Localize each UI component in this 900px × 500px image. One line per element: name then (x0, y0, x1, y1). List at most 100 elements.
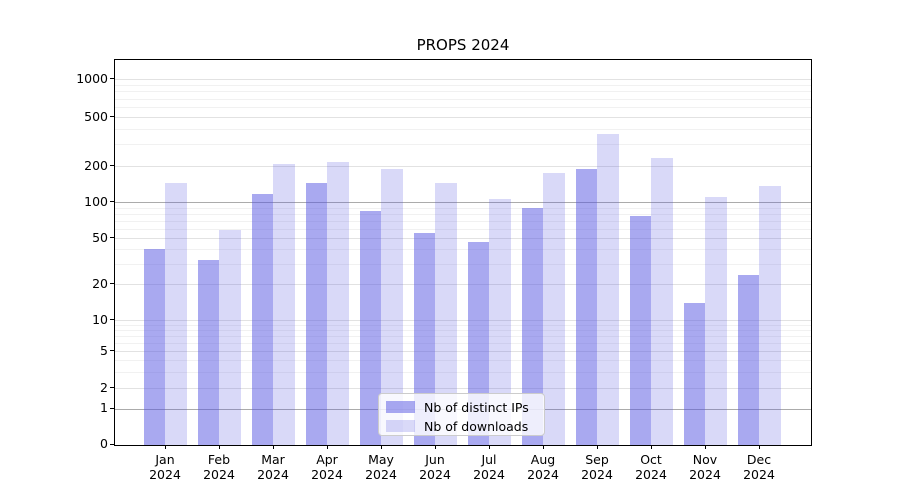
bar-distinct-ips-jan (143, 249, 165, 445)
gridline-y-50 (115, 238, 811, 239)
gridline-minor-y-400 (115, 128, 811, 130)
x-tick-jul (488, 445, 490, 449)
bar-downloads-dec (759, 186, 781, 445)
y-tick-1000 (110, 78, 114, 79)
y-tick-1 (110, 407, 114, 409)
y-tick-label-500: 500 (84, 108, 108, 124)
y-tick-label-10: 10 (92, 311, 108, 327)
y-tick-label-1000: 1000 (76, 70, 108, 86)
bar-downloads-mar (273, 163, 295, 445)
bar-downloads-aug (543, 173, 565, 445)
bar-downloads-jun (435, 183, 457, 445)
y-tick-label-200: 200 (84, 157, 108, 173)
x-tick-dec (758, 445, 760, 449)
legend-swatch-distinct-ips-icon (386, 401, 415, 413)
y-tick-200 (110, 165, 114, 166)
gridline-y-200 (115, 166, 811, 167)
y-tick-label-1: 1 (100, 400, 108, 415)
gridline-minor-y-800 (115, 91, 811, 93)
x-tick-label-dec: Dec 2024 (743, 452, 775, 482)
gridline-minor-y-40 (115, 249, 811, 251)
x-tick-jan (164, 445, 166, 449)
y-tick-10 (110, 319, 114, 320)
gridline-y-1000 (115, 79, 811, 80)
gridline-minor-y-900 (115, 84, 811, 86)
x-tick-label-aug: Aug 2024 (527, 452, 559, 482)
x-tick-sep (596, 445, 598, 449)
x-tick-label-jun: Jun 2024 (419, 452, 451, 482)
gridline-minor-y-300 (115, 144, 811, 146)
bar-downloads-oct (651, 158, 673, 445)
bar-distinct-ips-aug (521, 207, 543, 445)
legend: Nb of distinct IPs Nb of downloads (378, 393, 545, 436)
y-tick-20 (110, 283, 114, 284)
x-tick-label-jan: Jan 2024 (149, 452, 181, 482)
x-tick-aug (542, 445, 544, 449)
bar-downloads-jul (489, 198, 511, 445)
bar-distinct-ips-apr (305, 183, 327, 445)
chart-title: PROPS 2024 (416, 36, 510, 54)
x-tick-label-apr: Apr 2024 (311, 452, 343, 482)
y-tick-label-2: 2 (100, 379, 108, 395)
gridline-y-100 (115, 202, 811, 203)
bar-downloads-sep (597, 133, 619, 445)
gridline-y-2 (115, 388, 811, 389)
y-tick-0 (110, 443, 114, 445)
gridline-minor-y-700 (115, 98, 811, 100)
bar-distinct-ips-oct (629, 216, 651, 445)
gridline-minor-y-9 (115, 324, 811, 326)
legend-item-distinct-ips: Nb of distinct IPs (386, 399, 544, 415)
bar-downloads-jan (165, 182, 187, 445)
x-tick-label-oct: Oct 2024 (635, 452, 667, 482)
y-tick-50 (110, 237, 114, 238)
x-tick-label-jul: Jul 2024 (473, 452, 505, 482)
gridline-y-10 (115, 320, 811, 321)
gridline-minor-y-6 (115, 342, 811, 344)
bar-downloads-feb (219, 230, 241, 445)
x-tick-nov (704, 445, 706, 449)
x-tick-jun (434, 445, 436, 449)
x-tick-label-mar: Mar 2024 (257, 452, 289, 482)
gridline-minor-y-70 (115, 220, 811, 222)
x-tick-mar (272, 445, 274, 449)
gridline-y-20 (115, 284, 811, 285)
y-tick-label-0: 0 (100, 436, 108, 451)
bar-downloads-nov (705, 197, 727, 445)
legend-swatch-downloads-icon (386, 420, 415, 432)
y-tick-500 (110, 116, 114, 117)
gridline-y-500 (115, 117, 811, 118)
gridline-minor-y-8 (115, 330, 811, 331)
gridline-minor-y-90 (115, 207, 811, 209)
y-tick-label-50: 50 (92, 229, 108, 245)
gridline-minor-y-600 (115, 107, 811, 108)
x-tick-apr (326, 445, 328, 449)
gridline-minor-y-4 (115, 360, 811, 361)
y-tick-5 (110, 350, 114, 351)
plot-area (114, 59, 812, 446)
y-tick-2 (110, 387, 114, 388)
gridline-y-5 (115, 351, 811, 352)
bar-distinct-ips-feb (197, 260, 219, 445)
bar-distinct-ips-mar (251, 194, 273, 445)
gridline-minor-y-30 (115, 263, 811, 265)
legend-label-distinct-ips: Nb of distinct IPs (424, 399, 529, 415)
gridline-minor-y-7 (115, 336, 811, 337)
x-tick-label-nov: Nov 2024 (689, 452, 721, 482)
y-tick-label-20: 20 (92, 275, 108, 291)
x-tick-feb (218, 445, 220, 449)
x-tick-label-sep: Sep 2024 (581, 452, 613, 482)
bar-downloads-may (381, 168, 403, 445)
bar-distinct-ips-nov (683, 302, 705, 445)
x-tick-label-feb: Feb 2024 (203, 452, 235, 482)
y-tick-label-5: 5 (100, 342, 108, 358)
bar-distinct-ips-may (359, 211, 381, 445)
bar-downloads-apr (327, 162, 349, 445)
legend-item-downloads: Nb of downloads (386, 418, 544, 434)
x-tick-may (380, 445, 382, 449)
bar-distinct-ips-dec (737, 274, 759, 445)
bar-distinct-ips-jun (413, 233, 435, 445)
x-tick-oct (650, 445, 652, 449)
y-tick-label-100: 100 (84, 193, 108, 209)
bar-distinct-ips-sep (575, 169, 597, 445)
